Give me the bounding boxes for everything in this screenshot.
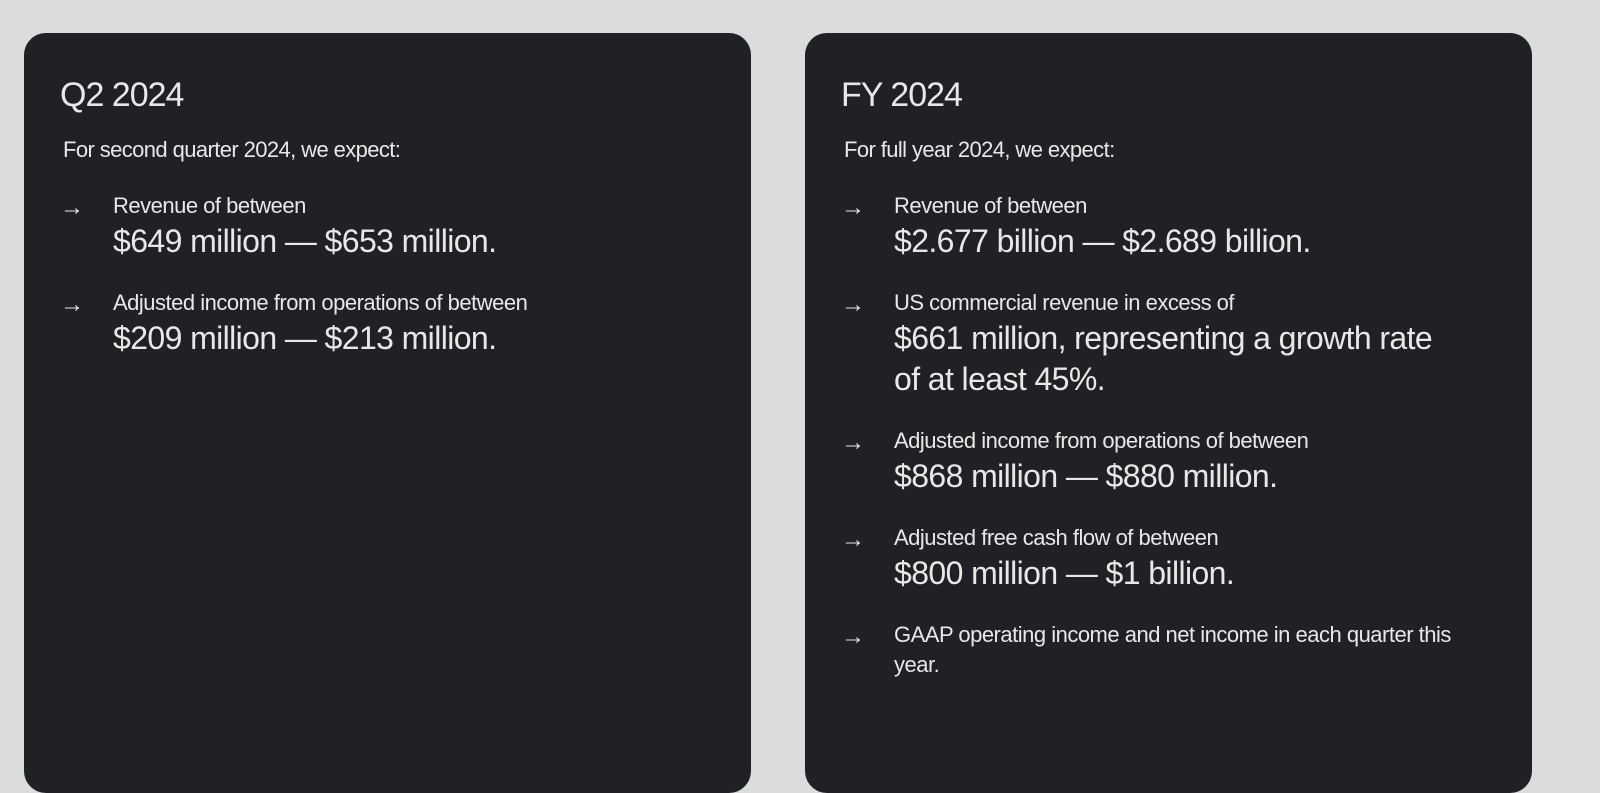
list-item: → Adjusted income from operations of betw… <box>60 288 715 359</box>
arrow-right-icon: → <box>841 623 865 650</box>
item-label: GAAP operating income and net income in … <box>894 622 1451 677</box>
item-label: Revenue of between <box>894 193 1087 218</box>
guidance-list: → Revenue of between $649 million — $653 m… <box>60 191 715 359</box>
fy-guidance-card: FY 2024 For full year 2024, we expect: →… <box>805 33 1532 793</box>
arrow-right-icon: → <box>60 291 84 318</box>
arrow-right-icon: → <box>841 429 865 456</box>
list-item: → Adjusted income from operations of betw… <box>841 426 1496 497</box>
arrow-right-icon: → <box>841 194 865 221</box>
q2-guidance-card: Q2 2024 For second quarter 2024, we expe… <box>24 33 751 793</box>
card-intro: For second quarter 2024, we expect: <box>63 137 401 162</box>
arrow-right-icon: → <box>841 291 865 318</box>
item-value: $2.677 billion — $2.689 billion. <box>894 223 1311 259</box>
list-item: → Revenue of between $649 million — $653 m… <box>60 191 715 262</box>
guidance-list: → Revenue of between $2.677 billion — $2.6… <box>841 191 1496 680</box>
item-label: Adjusted income from operations of betwe… <box>113 290 528 315</box>
list-item: → GAAP operating income and net income in… <box>841 620 1496 680</box>
item-label: US commercial revenue in excess of <box>894 290 1235 315</box>
item-value: $209 million — $213 million. <box>113 320 497 356</box>
item-value: $649 million — $653 million. <box>113 223 497 259</box>
item-value: $868 million — $880 million. <box>894 458 1278 494</box>
item-value: $661 million, representing a growth rate… <box>894 320 1433 397</box>
card-title: FY 2024 <box>841 76 963 114</box>
arrow-right-icon: → <box>60 194 84 221</box>
list-item: → Adjusted free cash flow of between $800 … <box>841 523 1496 594</box>
card-intro: For full year 2024, we expect: <box>844 137 1115 162</box>
item-label: Adjusted free cash flow of between <box>894 525 1219 550</box>
item-value: $800 million — $1 billion. <box>894 555 1235 591</box>
card-title: Q2 2024 <box>60 76 184 114</box>
list-item: → US commercial revenue in excess of $661 … <box>841 288 1496 400</box>
item-label: Adjusted income from operations of betwe… <box>894 428 1309 453</box>
arrow-right-icon: → <box>841 526 865 553</box>
item-label: Revenue of between <box>113 193 306 218</box>
list-item: → Revenue of between $2.677 billion — $2.6… <box>841 191 1496 262</box>
